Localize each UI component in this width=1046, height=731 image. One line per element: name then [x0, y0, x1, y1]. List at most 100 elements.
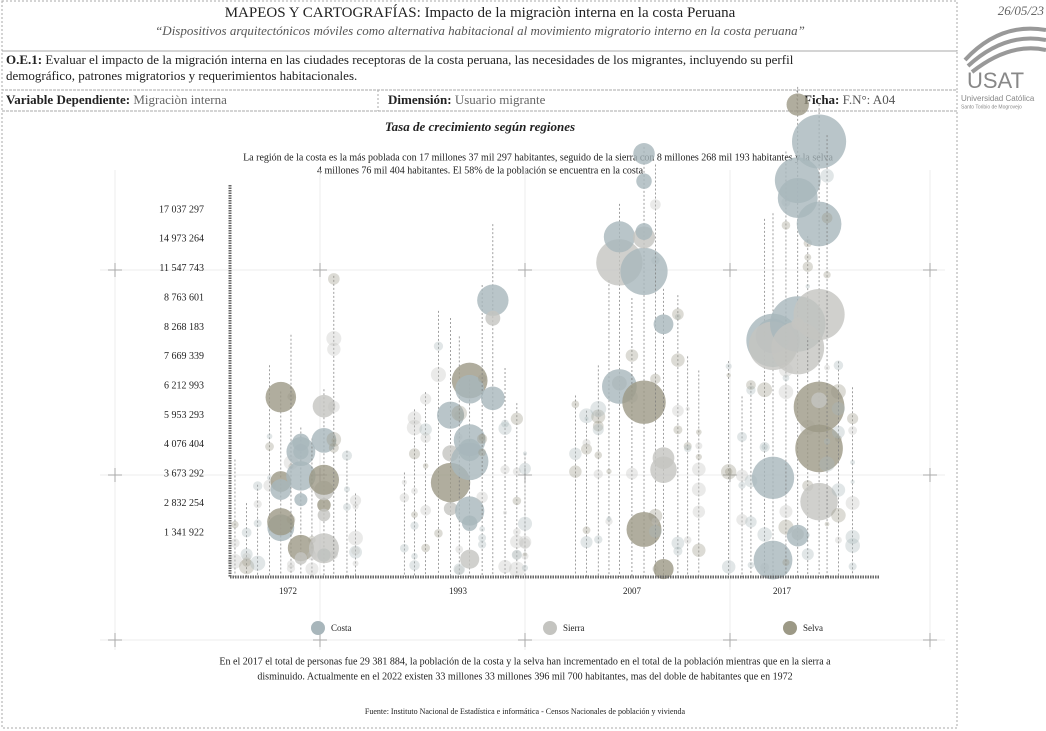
bubble [461, 515, 478, 531]
bubble [513, 528, 521, 536]
bubble [671, 536, 685, 550]
bubble [824, 364, 830, 371]
y-label: 11 547 743 [159, 263, 204, 274]
bubble [510, 534, 524, 549]
bubble [746, 380, 756, 390]
bubble [511, 549, 522, 561]
y-label: 8 763 601 [164, 292, 204, 303]
bubble [757, 527, 772, 542]
bubble [230, 538, 240, 548]
bubble [253, 499, 262, 509]
bubble [738, 481, 746, 489]
bubble [672, 308, 684, 321]
crosshair [923, 263, 937, 277]
bubble [286, 437, 316, 467]
bubble [800, 482, 838, 521]
bubble [824, 521, 830, 527]
bubble [478, 433, 486, 441]
bubble [737, 431, 747, 442]
bubble [847, 413, 859, 425]
x-label: 1972 [279, 586, 297, 596]
title: MAPEOS Y CARTOGRAFÍAS: Impacto de la mig… [225, 4, 736, 21]
bubble [724, 467, 733, 476]
bubble [830, 384, 846, 400]
dimension: Dimensión: Usuario migrante [388, 92, 546, 107]
bubble [238, 559, 255, 575]
bubble [241, 527, 252, 538]
bubble [433, 341, 444, 351]
bubble [420, 504, 431, 516]
bubble [329, 550, 339, 560]
bubble [590, 400, 607, 417]
bubble [672, 404, 684, 417]
bubble [745, 516, 757, 528]
bubble [317, 508, 331, 522]
bubble [811, 392, 827, 409]
bubble [673, 425, 683, 435]
bubble [786, 524, 809, 547]
bubble [326, 432, 342, 447]
bubble [419, 423, 432, 436]
bubble [823, 271, 831, 279]
ficha: Ficha: F.N°: A04 [804, 92, 896, 107]
bubble [821, 212, 833, 224]
bubble [287, 392, 295, 401]
variable-label: Variable Dependiente: [6, 92, 130, 107]
bubble [512, 467, 521, 476]
x-label: 2017 [773, 586, 792, 596]
crosshair [723, 468, 737, 482]
bubble [478, 540, 487, 549]
bubble [691, 482, 706, 497]
bubble [782, 558, 790, 566]
bubble [343, 486, 350, 493]
y-label: 1 341 922 [164, 527, 204, 538]
bubble [326, 330, 342, 346]
bubble [460, 549, 480, 569]
bubble [848, 562, 857, 571]
bubble [695, 453, 702, 461]
bubble [411, 511, 418, 518]
bubble [498, 559, 512, 574]
bubble [407, 411, 422, 425]
crosshair [313, 263, 327, 277]
bubble [480, 386, 505, 411]
conclusion: En el 2017 el total de personas fue 29 3… [219, 656, 831, 667]
bubble [606, 516, 612, 522]
variable-value: Migraciòn interna [133, 92, 227, 107]
bubble [757, 382, 773, 398]
bubble [845, 538, 860, 553]
crosshair [108, 263, 122, 277]
bubble [753, 540, 793, 580]
crosshair [723, 633, 737, 647]
legend-label: Sierra [563, 623, 585, 633]
bubble [317, 498, 331, 512]
crosshair [723, 263, 737, 277]
bubble [683, 444, 692, 453]
bubble [692, 505, 706, 518]
bubble [683, 442, 692, 451]
bubble [650, 199, 661, 210]
bubble [454, 410, 465, 421]
crosshair [923, 633, 937, 647]
bubble [635, 223, 653, 240]
ficha-label: Ficha: [804, 92, 839, 107]
bubble [805, 284, 810, 289]
bubble [410, 521, 419, 530]
bubble [759, 441, 770, 453]
bubble [571, 400, 580, 409]
crosshair [108, 633, 122, 647]
bubble [805, 533, 810, 538]
bubble [503, 510, 508, 515]
chart-title: Tasa de crecimiento según regiones [385, 119, 575, 134]
bubble [831, 507, 846, 523]
y-label: 6 212 993 [164, 380, 204, 391]
bubble [352, 560, 359, 567]
bubble [294, 493, 308, 507]
bubble [455, 545, 464, 554]
bubble [683, 536, 692, 544]
bubble [287, 534, 314, 562]
bubble [328, 273, 340, 285]
bubble [453, 424, 486, 457]
bubble [512, 496, 522, 506]
